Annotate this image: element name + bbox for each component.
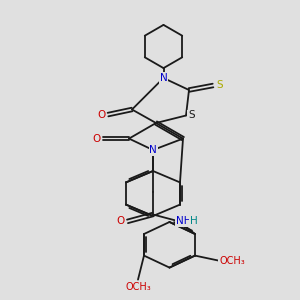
Text: NH: NH: [176, 216, 191, 226]
Text: OCH₃: OCH₃: [125, 282, 151, 292]
Text: OCH₃: OCH₃: [219, 256, 245, 266]
Text: N: N: [160, 73, 167, 83]
Text: S: S: [188, 110, 195, 121]
Text: O: O: [97, 110, 106, 120]
Text: H: H: [190, 216, 197, 226]
Text: O: O: [93, 134, 101, 144]
Text: O: O: [117, 216, 125, 226]
Text: N: N: [149, 145, 157, 155]
Text: S: S: [216, 80, 223, 91]
